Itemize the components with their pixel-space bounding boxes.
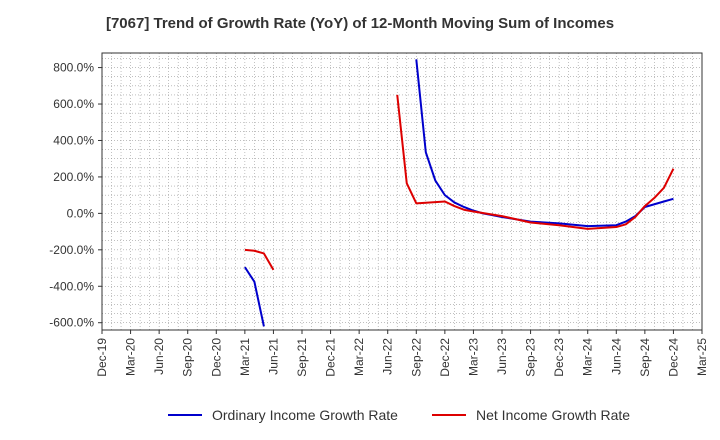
x-tick-label: Jun-20 xyxy=(152,338,166,375)
x-tick-label: Sep-24 xyxy=(638,338,652,377)
axis-layer: 800.0% 600.0% 400.0% 200.0% 0.0% -200.0% -400.… xyxy=(49,61,709,377)
series-layer xyxy=(244,59,675,327)
x-tick-label: Dec-21 xyxy=(324,338,338,377)
y-tick-label: 0.0% xyxy=(67,206,95,220)
x-tick-label: Mar-23 xyxy=(466,338,480,376)
legend-label-ordinary: Ordinary Income Growth Rate xyxy=(212,407,398,423)
x-tick-label: Dec-23 xyxy=(552,338,566,377)
x-tick-label: Sep-21 xyxy=(295,338,309,377)
x-tick-label: Dec-22 xyxy=(438,338,452,377)
ordinary-income-line xyxy=(244,266,265,327)
y-tick-label: 800.0% xyxy=(53,61,94,75)
plot-border xyxy=(101,52,703,331)
net-income-line xyxy=(244,248,275,271)
x-tick-label: Mar-24 xyxy=(581,338,595,376)
legend-item-net: Net Income Growth Rate xyxy=(432,404,630,426)
y-tick-label: -400.0% xyxy=(49,279,94,293)
y-tick-label: -600.0% xyxy=(49,316,94,330)
x-tick-label: Sep-23 xyxy=(524,338,538,377)
y-tick-label: 600.0% xyxy=(53,97,94,111)
net-income-line xyxy=(396,94,675,230)
y-tick-label: 400.0% xyxy=(53,133,94,147)
grid-layer xyxy=(102,53,702,330)
legend-swatch-ordinary xyxy=(168,414,202,416)
x-tick-label: Jun-21 xyxy=(266,338,280,375)
y-tick-label: 200.0% xyxy=(53,170,94,184)
x-tick-label: Mar-25 xyxy=(695,338,709,376)
legend-label-net: Net Income Growth Rate xyxy=(476,407,631,423)
x-tick-label: Mar-22 xyxy=(352,338,366,376)
x-tick-label: Jun-23 xyxy=(495,338,509,375)
x-tick-label: Mar-20 xyxy=(124,338,138,376)
x-tick-label: Dec-19 xyxy=(95,338,109,377)
x-tick-label: Dec-20 xyxy=(209,338,223,377)
legend: Ordinary Income Growth Rate Net Income G… xyxy=(0,404,720,426)
x-tick-label: Sep-22 xyxy=(409,338,423,377)
y-tick-label: -200.0% xyxy=(49,243,94,257)
x-tick-label: Jun-22 xyxy=(381,338,395,375)
x-tick-label: Dec-24 xyxy=(666,338,680,377)
plot-background xyxy=(102,53,702,330)
x-tick-label: Jun-24 xyxy=(609,338,623,375)
x-tick-label: Mar-21 xyxy=(238,338,252,376)
legend-item-ordinary: Ordinary Income Growth Rate xyxy=(168,404,398,426)
x-tick-label: Sep-20 xyxy=(181,338,195,377)
chart-title: [7067] Trend of Growth Rate (YoY) of 12-… xyxy=(105,15,615,32)
legend-swatch-net xyxy=(432,414,466,416)
